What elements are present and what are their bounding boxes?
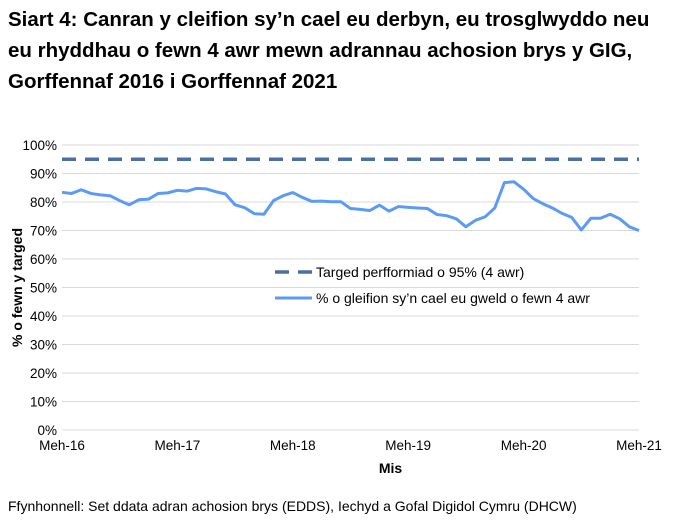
chart-title: Siart 4: Canran y cleifion sy’n cael eu …	[8, 8, 650, 93]
y-tick-label: 60%	[30, 252, 57, 267]
y-tick-label: 70%	[30, 224, 57, 239]
x-tick-label: Meh-17	[155, 438, 201, 453]
x-tick-label: Meh-21	[616, 438, 662, 453]
y-tick-label: 90%	[30, 167, 57, 182]
x-axis-title: Mis	[379, 460, 403, 476]
x-tick-label: Meh-18	[270, 438, 316, 453]
y-tick-label: 80%	[30, 195, 57, 210]
y-axis-title: % o fewn y targed	[9, 228, 25, 347]
y-tick-label: 50%	[30, 281, 57, 296]
y-tick-label: 30%	[30, 338, 57, 353]
y-tick-label: 20%	[30, 366, 57, 381]
series-line	[61, 180, 640, 232]
y-tick-label: 40%	[30, 309, 57, 324]
y-tick-label: 100%	[22, 138, 57, 153]
legend-target-label: Targed perfformiad o 95% (4 awr)	[316, 264, 524, 280]
x-tick-label: Meh-19	[385, 438, 431, 453]
x-tick-label: Meh-20	[501, 438, 547, 453]
legend-series-label: % o gleifion sy’n cael eu gweld o fewn 4…	[316, 290, 590, 306]
y-tick-label: 10%	[30, 395, 57, 410]
source-note: Ffynhonnell: Set ddata adran achosion br…	[8, 498, 577, 514]
x-tick-label: Meh-16	[39, 438, 85, 453]
y-tick-label: 0%	[37, 423, 57, 438]
